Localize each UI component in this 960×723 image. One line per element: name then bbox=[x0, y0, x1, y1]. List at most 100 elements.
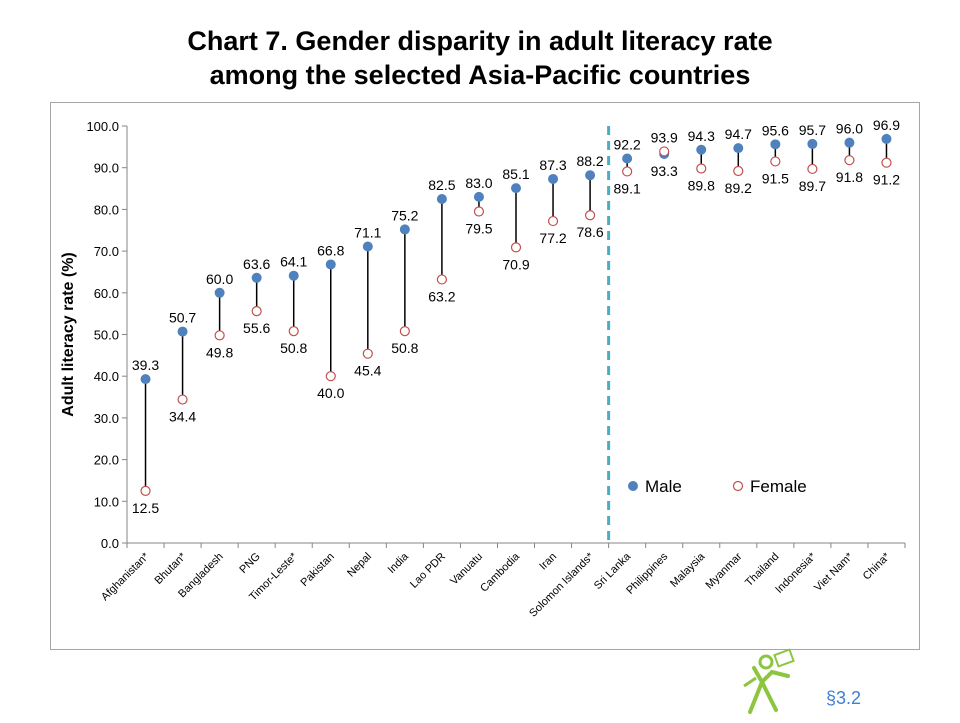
male-data-label: 95.7 bbox=[799, 122, 826, 138]
female-data-label: 55.6 bbox=[243, 320, 270, 336]
female-point bbox=[733, 165, 744, 177]
male-point bbox=[140, 374, 151, 385]
x-category-label: Cambodia bbox=[478, 550, 523, 595]
logo-icon bbox=[736, 646, 806, 723]
female-point bbox=[696, 163, 707, 174]
section-reference: §3.2 bbox=[826, 688, 862, 708]
legend-female-label: Female bbox=[750, 477, 807, 496]
x-category-label: Lao PDR bbox=[408, 551, 448, 591]
male-data-label: 94.3 bbox=[688, 128, 715, 144]
y-tick-label: 60.0 bbox=[94, 286, 119, 301]
legend-female-marker bbox=[732, 480, 744, 492]
male-data-label: 71.1 bbox=[354, 225, 381, 241]
male-data-label: 94.7 bbox=[725, 126, 752, 142]
male-data-label: 85.1 bbox=[502, 166, 529, 182]
male-data-label: 96.9 bbox=[873, 117, 900, 133]
male-data-label: 88.2 bbox=[576, 153, 603, 169]
female-point bbox=[436, 274, 448, 285]
x-category-label: Nepal bbox=[345, 551, 374, 580]
female-data-label: 93.9 bbox=[651, 129, 678, 145]
y-tick-label: 100.0 bbox=[86, 119, 119, 134]
female-point bbox=[844, 155, 855, 166]
y-tick-label: 80.0 bbox=[94, 202, 119, 217]
female-point bbox=[251, 306, 262, 317]
male-point bbox=[807, 138, 818, 149]
male-point bbox=[511, 183, 521, 194]
male-data-label: 92.2 bbox=[614, 137, 641, 153]
female-data-label: 79.5 bbox=[465, 220, 492, 236]
legend-male-marker bbox=[628, 481, 638, 491]
y-tick-label: 30.0 bbox=[94, 411, 119, 426]
male-data-label: 66.8 bbox=[317, 242, 344, 258]
y-tick-label: 70.0 bbox=[94, 244, 119, 259]
x-category-label: PNG bbox=[237, 551, 262, 576]
female-data-label: 89.8 bbox=[688, 178, 715, 194]
female-point bbox=[473, 206, 485, 217]
female-point bbox=[622, 166, 633, 177]
female-data-label: 77.2 bbox=[539, 230, 566, 246]
male-point bbox=[585, 170, 596, 181]
x-category-label: India bbox=[386, 550, 412, 576]
y-tick-label: 50.0 bbox=[94, 328, 119, 343]
male-point bbox=[436, 193, 447, 204]
x-category-label: Malaysia bbox=[668, 550, 708, 590]
female-point bbox=[584, 210, 596, 221]
female-data-label: 89.1 bbox=[614, 180, 641, 196]
male-data-label: 82.5 bbox=[428, 177, 455, 193]
y-tick-label: 90.0 bbox=[94, 161, 119, 176]
y-tick-label: 20.0 bbox=[94, 453, 119, 468]
male-data-label: 83.0 bbox=[465, 175, 492, 191]
x-category-label: Indonesia* bbox=[773, 550, 819, 596]
male-data-label: 96.0 bbox=[836, 121, 863, 137]
x-category-label: Iran bbox=[537, 551, 559, 573]
male-point bbox=[288, 270, 299, 281]
female-data-label: 49.8 bbox=[206, 344, 233, 360]
male-point bbox=[325, 259, 336, 270]
male-point bbox=[473, 191, 484, 202]
male-point bbox=[622, 153, 633, 164]
male-point bbox=[770, 139, 781, 150]
male-data-label: 95.6 bbox=[762, 122, 789, 138]
male-point bbox=[733, 143, 744, 154]
male-point bbox=[548, 173, 559, 184]
female-point bbox=[325, 371, 336, 382]
female-data-label: 50.8 bbox=[391, 340, 418, 356]
female-point bbox=[770, 156, 781, 167]
female-point bbox=[214, 330, 225, 341]
male-point bbox=[362, 241, 373, 252]
chart-marks: 39.3 12.5 50.7 34.4 60.0 49.8 63.6 55.6 64.1 50.8… bbox=[132, 117, 900, 516]
male-data-label: 64.1 bbox=[280, 254, 307, 270]
chart-title: Chart 7. Gender disparity in adult liter… bbox=[0, 24, 960, 92]
male-point bbox=[696, 144, 707, 155]
x-category-label: Solomon Islands* bbox=[527, 550, 597, 620]
female-point bbox=[547, 215, 559, 227]
female-point bbox=[177, 394, 188, 405]
female-data-label: 12.5 bbox=[132, 500, 159, 516]
male-point bbox=[251, 272, 262, 283]
male-data-label: 87.3 bbox=[539, 157, 566, 173]
legend-male-label: Male bbox=[645, 477, 682, 496]
male-data-label: 50.7 bbox=[169, 310, 196, 326]
female-data-label: 34.4 bbox=[169, 409, 196, 425]
female-data-label: 91.8 bbox=[836, 169, 863, 185]
male-point bbox=[214, 287, 225, 298]
chart-frame bbox=[50, 102, 920, 650]
x-category-label: China* bbox=[861, 550, 893, 582]
female-point bbox=[881, 157, 892, 168]
x-category-label: Pakistan bbox=[299, 551, 337, 589]
female-data-label: 89.7 bbox=[799, 178, 826, 194]
male-point bbox=[844, 137, 855, 148]
female-data-label: 89.2 bbox=[725, 180, 752, 196]
chart-legend: Male Female bbox=[628, 477, 807, 496]
female-point bbox=[510, 242, 522, 253]
male-point bbox=[881, 133, 892, 144]
female-data-label: 78.6 bbox=[576, 224, 603, 240]
female-data-label: 40.0 bbox=[317, 385, 344, 401]
female-point bbox=[140, 485, 151, 496]
female-point bbox=[288, 326, 299, 337]
chart-title-line-2: among the selected Asia-Pacific countrie… bbox=[209, 60, 751, 90]
female-data-label: 45.4 bbox=[354, 363, 381, 379]
x-category-label: Vanuatu bbox=[448, 551, 485, 588]
y-tick-label: 0.0 bbox=[101, 536, 119, 551]
